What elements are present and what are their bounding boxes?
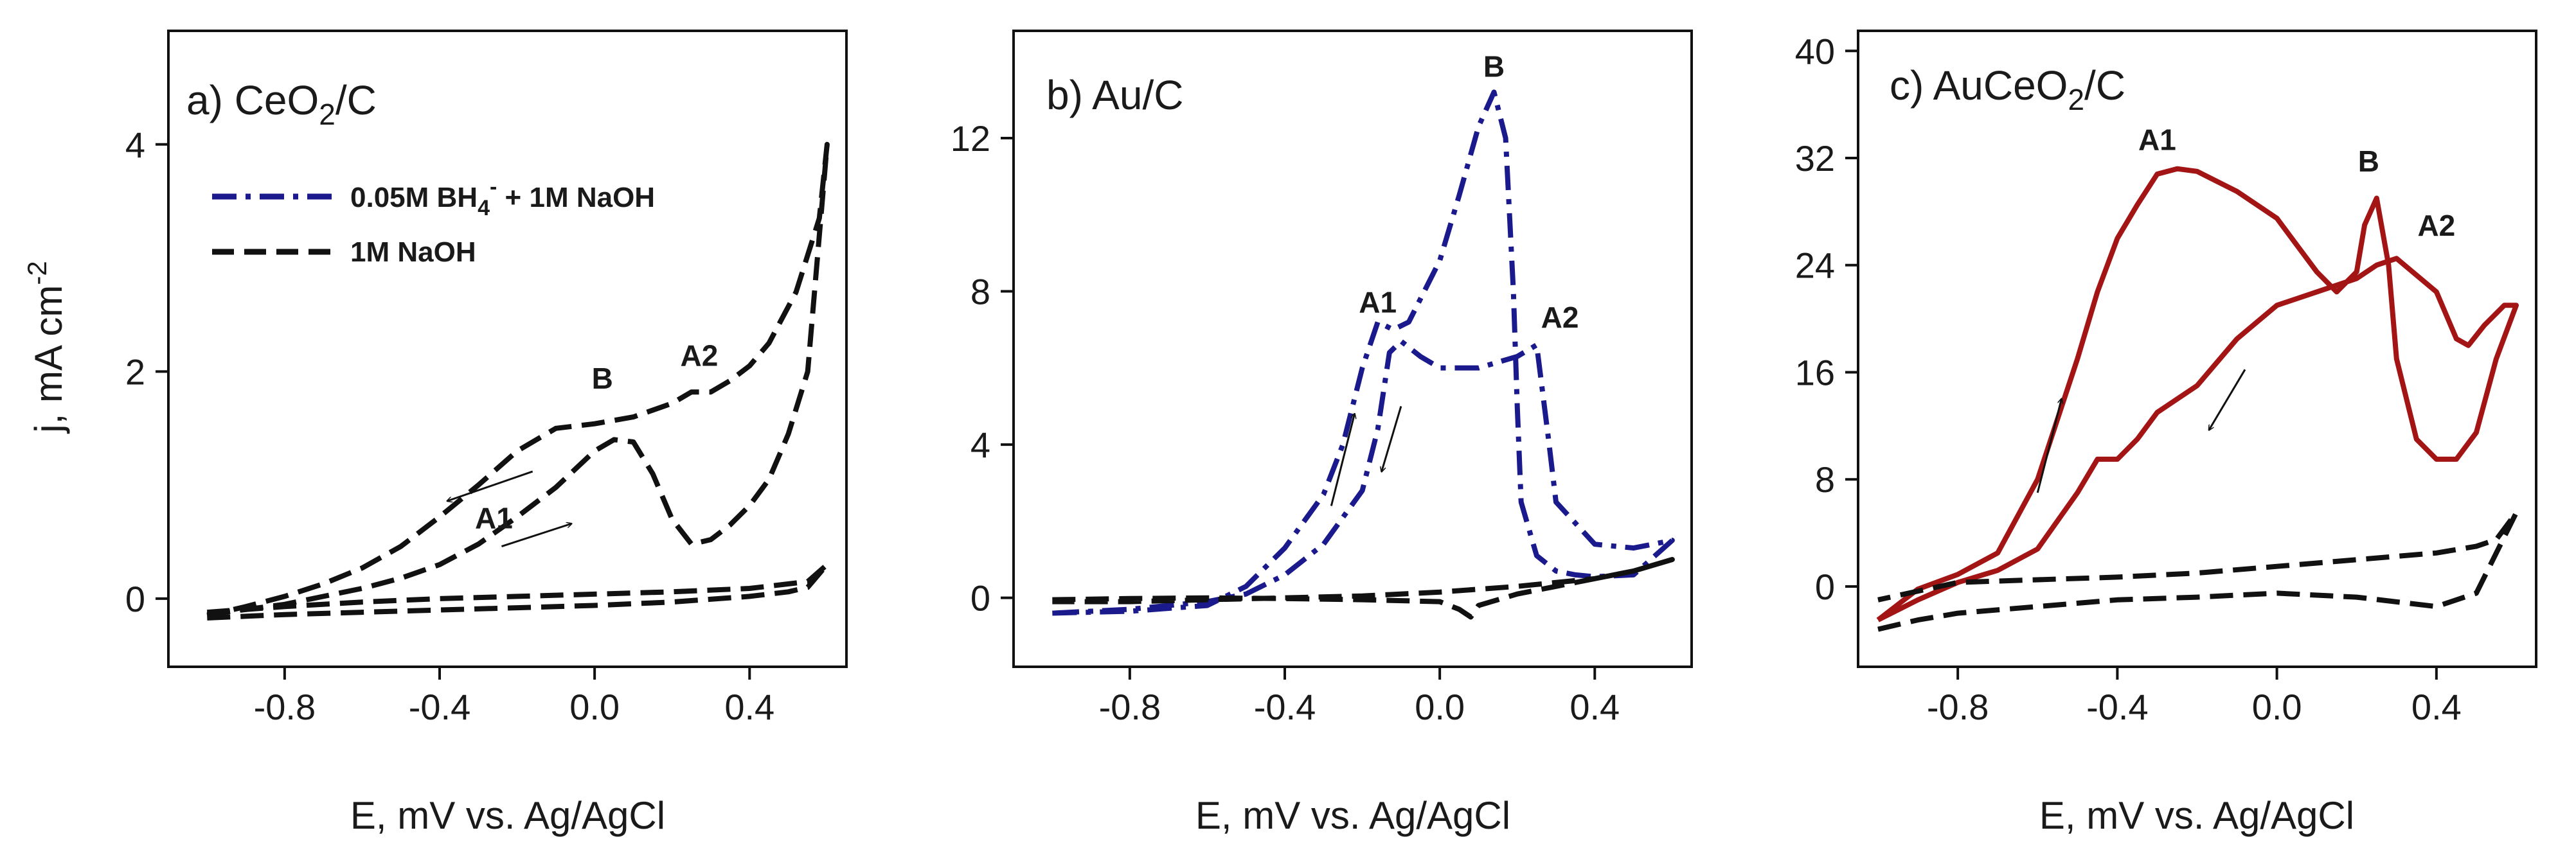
panel-a-arrows — [447, 470, 571, 548]
panel-b-y-tick-label: 0 — [970, 578, 990, 619]
panel-c-curves — [1876, 166, 2519, 632]
panel-c-peak-label: B — [2358, 145, 2379, 178]
panel-b-peak-label: A1 — [1359, 285, 1397, 319]
panel-b-curves — [1052, 89, 1675, 620]
panel-b-x-tick-label: 0.4 — [1570, 687, 1620, 727]
panel-a-frame — [167, 30, 848, 668]
legend: 0.05M BH4- + 1M NaOH 1M NaOH — [212, 175, 655, 268]
panel-c: -0.8 -0.4 0.0 0.4 0 8 16 24 32 40 A1 B A2 c) AuCeO2… — [1795, 30, 2537, 837]
panel-a-peak-label: A1 — [475, 501, 513, 534]
legend-label-bh4: 0.05M BH4- + 1M NaOH — [350, 175, 655, 220]
panel-c-title: c) AuCeO2/C — [1890, 62, 2125, 116]
panel-a-x-tick-label: 0.4 — [724, 687, 774, 727]
panel-a-y-label: j, mA cm-2 — [22, 261, 70, 434]
panel-b-peak-label: A2 — [1541, 301, 1579, 334]
panel-c-x-tick-label: 0.4 — [2411, 687, 2462, 727]
panel-b-series-0 — [1052, 89, 1675, 616]
panel-a-x-tick-label: 0.0 — [569, 687, 620, 727]
panel-b-x-tick-label: 0.0 — [1415, 687, 1465, 727]
panel-b-anodic-arrow — [1330, 414, 1354, 506]
panel-a-peak-label: B — [592, 362, 613, 395]
panel-b-cathodic-arrow — [1382, 406, 1402, 471]
panel-c-peak-label: A1 — [2138, 123, 2176, 156]
panel-b-peak-label: B — [1483, 50, 1505, 84]
panel-a-anodic-arrow — [501, 524, 571, 548]
panel-a: -0.8 -0.4 0.0 0.4 0 2 4 B A2 A1 a) CeO2/C 0.05M … — [22, 30, 848, 837]
panel-c-arrows — [2036, 369, 2246, 493]
panel-a-ticks: -0.8 -0.4 0.0 0.4 0 2 4 — [125, 125, 774, 727]
panel-a-peak-label: A2 — [681, 339, 719, 373]
panel-b-y-tick-label: 4 — [970, 425, 990, 465]
panel-b-arrows — [1330, 406, 1402, 506]
panel-c-series-0 — [1876, 166, 2519, 622]
panel-c-anodic-arrow — [2036, 399, 2061, 493]
panel-b-y-tick-label: 8 — [970, 272, 990, 312]
panel-c-peaks: A1 B A2 — [2138, 123, 2455, 242]
panel-c-y-tick-label: 0 — [1815, 567, 1835, 607]
panel-c-y-tick-label: 40 — [1795, 31, 1835, 71]
panel-b: -0.8 -0.4 0.0 0.4 0 4 8 12 B A1 A2 b) Au/C E, mV … — [951, 30, 1693, 837]
panel-b-x-tick-label: -0.8 — [1099, 687, 1161, 727]
panel-a-cathodic-arrow — [447, 470, 533, 501]
panel-b-series-1 — [1052, 557, 1675, 620]
panel-c-x-tick-label: 0.0 — [2252, 687, 2302, 727]
panel-c-y-tick-label: 8 — [1815, 459, 1835, 500]
panel-c-peak-label: A2 — [2417, 209, 2455, 242]
panel-c-y-tick-label: 24 — [1795, 245, 1835, 286]
panel-a-x-tick-label: -0.8 — [254, 687, 316, 727]
panel-a-x-label: E, mV vs. Ag/AgCl — [350, 794, 665, 837]
panel-a-series-0 — [206, 141, 830, 619]
legend-label-naoh: 1M NaOH — [350, 236, 476, 268]
panel-c-frame — [1857, 30, 2537, 668]
panel-b-title: b) Au/C — [1046, 72, 1183, 118]
panel-b-peaks: B A1 A2 — [1359, 50, 1579, 335]
panel-c-x-tick-label: -0.8 — [1927, 687, 1989, 727]
panel-a-y-tick-label: 0 — [125, 579, 145, 619]
panel-b-frame — [1012, 30, 1693, 668]
panel-c-cathodic-arrow — [2209, 369, 2246, 430]
panel-c-series-1 — [1877, 510, 2519, 632]
panel-c-x-label: E, mV vs. Ag/AgCl — [2039, 794, 2354, 837]
panel-c-y-tick-label: 16 — [1795, 352, 1835, 392]
panel-a-series-1 — [207, 561, 830, 621]
panel-b-ticks: -0.8 -0.4 0.0 0.4 0 4 8 12 — [951, 118, 1620, 727]
panel-a-curves — [206, 141, 830, 621]
panel-c-x-tick-label: -0.4 — [2086, 687, 2149, 727]
panel-b-x-tick-label: -0.4 — [1254, 687, 1316, 727]
panel-a-y-tick-label: 4 — [125, 125, 145, 165]
panel-a-x-tick-label: -0.4 — [409, 687, 471, 727]
panel-a-peaks: B A2 A1 — [475, 339, 718, 535]
panel-c-ticks: -0.8 -0.4 0.0 0.4 0 8 16 24 32 40 — [1795, 31, 2462, 727]
panel-a-y-tick-label: 2 — [125, 351, 145, 392]
panel-a-title: a) CeO2/C — [186, 77, 377, 131]
panel-b-x-label: E, mV vs. Ag/AgCl — [1195, 794, 1510, 837]
panel-b-y-tick-label: 12 — [951, 118, 990, 159]
panel-c-y-tick-label: 32 — [1795, 138, 1835, 179]
